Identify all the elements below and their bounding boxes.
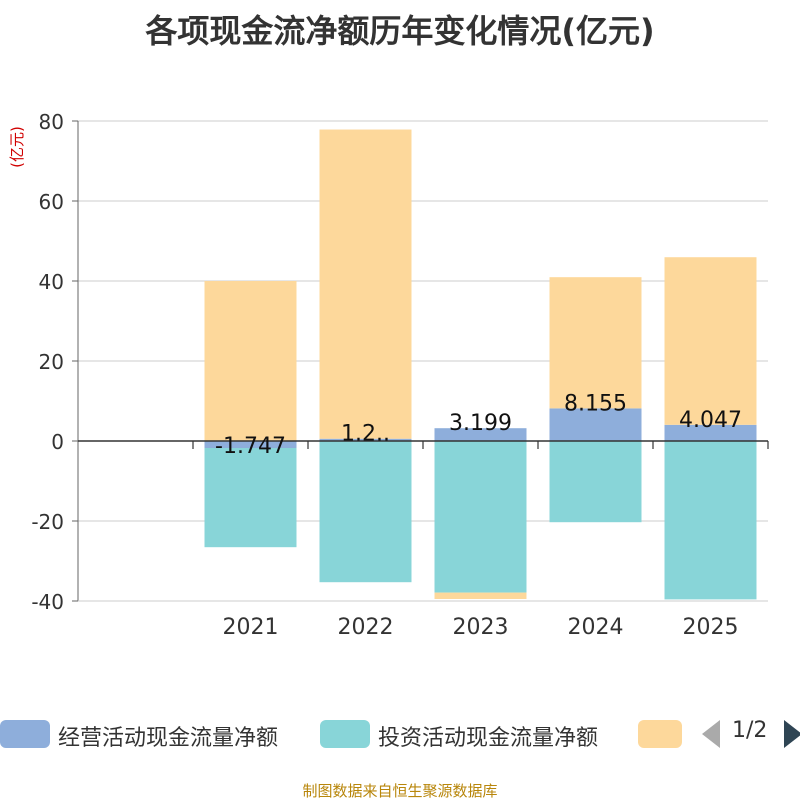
value-label-operating-2021: -1.747 <box>215 434 286 459</box>
x-tick-label: 2023 <box>453 615 509 640</box>
value-label-operating-2022: 1.2.. <box>341 422 390 447</box>
bar-investing-2025 <box>664 441 757 600</box>
bar-financing-2022 <box>319 129 412 439</box>
y-tick-label: 20 <box>39 350 64 374</box>
value-label-operating-2025: 4.047 <box>679 408 742 433</box>
pager-prev-icon[interactable] <box>702 720 720 748</box>
bar-financing-2025 <box>664 257 757 425</box>
chart-title: 各项现金流净额历年变化情况(亿元) <box>145 12 655 50</box>
bar-investing-2021 <box>204 447 297 548</box>
pager-indicator: 1/2 <box>732 718 768 743</box>
y-axis-label: (亿元) <box>8 126 26 168</box>
bar-financing-2021 <box>204 281 297 441</box>
bar-investing-2023 <box>434 441 527 593</box>
y-tick-label: 80 <box>39 110 64 134</box>
y-tick-label: -40 <box>31 590 64 614</box>
legend-swatch-financing <box>638 720 682 748</box>
legend-label-investing: 投资活动现金流量净额 <box>378 726 599 751</box>
pager-next-icon[interactable] <box>784 720 800 748</box>
bar-operating-2024 <box>549 408 642 441</box>
y-tick-label: 40 <box>39 270 64 294</box>
bar-investing-2024 <box>549 441 642 523</box>
bar-operating-2022 <box>319 438 412 441</box>
x-tick-label: 2024 <box>568 615 624 640</box>
x-tick-label: 2021 <box>223 615 279 640</box>
legend-swatch-operating <box>0 720 50 748</box>
bar-financing-2023 <box>434 592 527 599</box>
bar-operating-2025 <box>664 424 757 441</box>
chart-canvas: (亿元) 80 60 40 20 0 -20 -40 2021 2022 2023 2024 2025 -… <box>8 110 769 640</box>
y-tick-label: -20 <box>31 510 64 534</box>
value-label-operating-2024: 8.155 <box>564 391 627 416</box>
bar-operating-2021 <box>204 441 297 448</box>
x-tick-label: 2022 <box>338 615 394 640</box>
legend-label-operating: 经营活动现金流量净额 <box>58 726 279 751</box>
value-label-operating-2023: 3.199 <box>449 411 512 436</box>
y-tick-label: 60 <box>39 190 64 214</box>
legend-swatch-investing <box>320 720 370 748</box>
y-tick-label: 0 <box>51 430 64 454</box>
bar-financing-2024 <box>549 277 642 409</box>
legend: 经营活动现金流量净额 投资活动现金流量净额 1/2 <box>0 712 800 756</box>
bar-investing-2022 <box>319 441 412 583</box>
x-tick-label: 2025 <box>683 615 739 640</box>
source-note: 制图数据来自恒生聚源数据库 <box>302 782 498 800</box>
bar-operating-2023 <box>434 428 527 441</box>
